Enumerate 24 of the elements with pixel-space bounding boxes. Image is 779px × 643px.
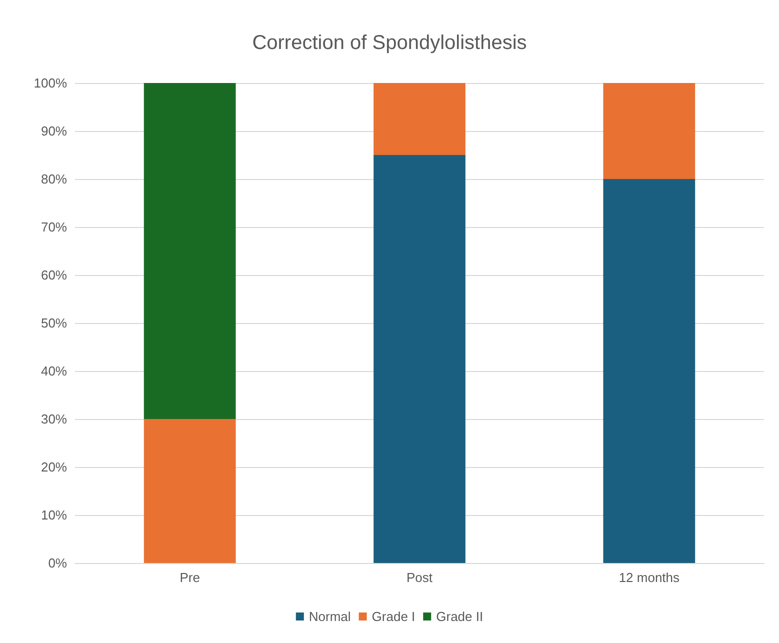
chart-title: Correction of Spondylolisthesis: [252, 32, 527, 54]
bar: [144, 419, 236, 563]
y-tick-label: 60%: [40, 268, 68, 282]
legend-label: Grade I: [372, 609, 416, 624]
y-tick-label: 70%: [40, 220, 68, 234]
y-tick-label: 40%: [40, 364, 68, 378]
x-tick-label: 12 months: [618, 570, 680, 585]
bar: [374, 83, 466, 155]
y-tick-label: 90%: [40, 124, 68, 138]
x-tick-label: Post: [406, 570, 433, 585]
y-tick-label: 50%: [40, 316, 68, 330]
y-tick-label: 80%: [40, 172, 68, 186]
y-tick-label: 100%: [34, 76, 68, 90]
legend-label: Normal: [308, 609, 351, 624]
bar: [603, 83, 696, 179]
y-tick-label: 0%: [48, 556, 68, 570]
bar: [144, 83, 236, 419]
y-tick-label: 10%: [40, 508, 68, 522]
bar: [603, 179, 696, 563]
y-tick-label: 30%: [40, 412, 68, 426]
legend-label: Grade II: [436, 609, 484, 624]
x-tick-label: Pre: [180, 570, 200, 585]
y-tick-label: 20%: [40, 460, 68, 474]
bar: [374, 155, 466, 563]
